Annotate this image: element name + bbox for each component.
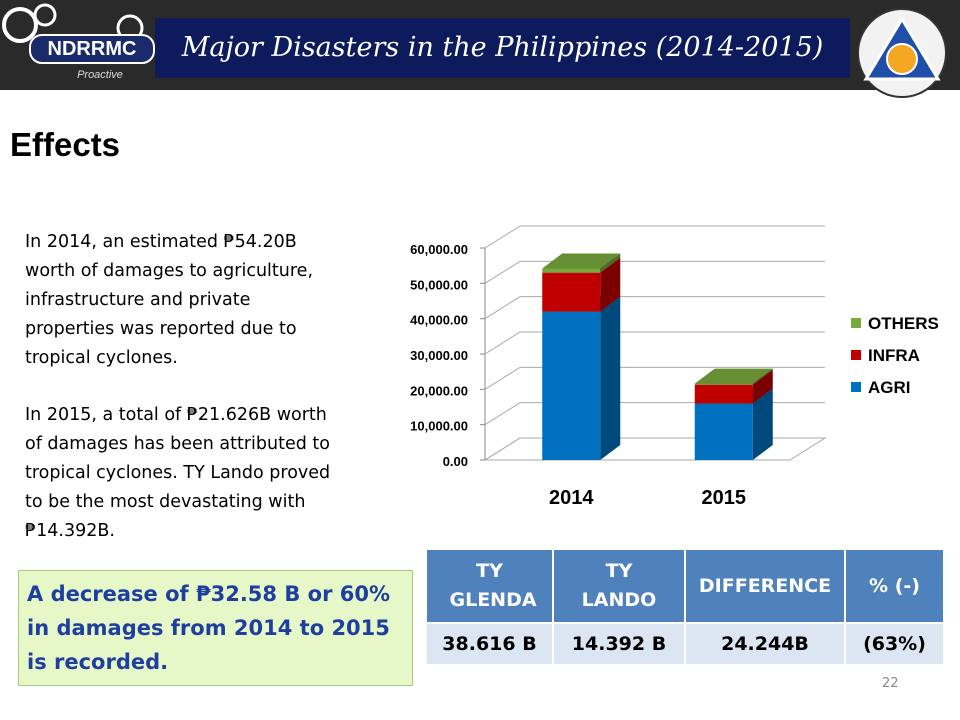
right-logo (857, 8, 947, 98)
grid-line (484, 296, 825, 320)
grid-line (484, 437, 825, 461)
y-tick-label: 50,000.00 (410, 277, 468, 292)
legend-label: INFRA (868, 346, 920, 365)
bar-side (752, 388, 773, 460)
legend-label: OTHERS (868, 314, 939, 333)
x-tick-label: 2015 (702, 487, 747, 509)
table-cell: (63%) (844, 622, 945, 666)
text-line: ₱14.392B. (25, 521, 115, 541)
bar-side (600, 296, 621, 460)
x-tick-label: 2014 (549, 487, 594, 509)
y-tick-label: 10,000.00 (410, 419, 468, 434)
bar-side (752, 368, 773, 385)
y-tick-label: 20,000.00 (410, 383, 468, 398)
text-line: tropical cyclones. TY Lando proved (25, 463, 331, 483)
y-tick-label: 40,000.00 (410, 313, 468, 328)
bar (542, 272, 601, 312)
text-line: is recorded. (27, 650, 169, 674)
table-header: TY LANDO (552, 548, 686, 624)
y-tick-label: 30,000.00 (410, 348, 468, 363)
y-tick-label: 60,000.00 (410, 242, 468, 257)
callout: A decrease of ₱32.58 B or 60% in damages … (18, 570, 413, 686)
text-line: In 2015, a total of ₱21.626B worth (25, 405, 327, 425)
text-line: In 2014, an estimated ₱54.20B (25, 232, 297, 252)
bar-side (600, 253, 621, 273)
text-line: in damages from 2014 to 2015 (27, 616, 390, 640)
paragraph: In 2014, an estimated ₱54.20B worth of da… (25, 228, 313, 373)
legend-label: AGRI (868, 378, 911, 397)
bar (542, 268, 601, 273)
grid-line (484, 260, 825, 284)
text-line: tropical cyclones. (25, 348, 178, 368)
text-line: properties was reported due to (25, 319, 297, 339)
text-line: A decrease of ₱32.58 B or 60% (27, 582, 391, 606)
logo-text: NDRRMC (48, 38, 137, 60)
bar (694, 403, 753, 460)
title: Major Disasters in the Philippines (2014… (155, 18, 850, 78)
table-header: % (-) (844, 548, 945, 624)
table: TY GLENDA TY LANDO DIFFERENCE % (-) 38.6… (425, 548, 945, 666)
table-cell: 24.244B (684, 622, 846, 666)
table-cell: 38.616 B (425, 622, 554, 666)
table-header: TY GLENDA (425, 548, 554, 624)
table-cell: 14.392 B (552, 622, 686, 666)
bar-side (752, 369, 773, 404)
left-logo: NDRRMC Proactive (2, 3, 155, 81)
y-tick-label: 0.00 (443, 454, 468, 469)
heading: Effects (10, 126, 121, 163)
legend-swatch (851, 382, 861, 392)
text-line: infrastructure and private (25, 290, 251, 310)
bar (694, 383, 753, 385)
text-line: of damages has been attributed to (25, 434, 330, 454)
table-header: DIFFERENCE (684, 548, 846, 624)
grid-line (484, 366, 825, 390)
bar-top (694, 368, 773, 384)
grid-line (484, 225, 825, 249)
bar (694, 384, 753, 404)
paragraph: In 2015, a total of ₱21.626B worth of dam… (25, 401, 330, 546)
floor (483, 437, 827, 461)
grid-line (484, 402, 825, 426)
text-line: to be the most devastating with (25, 492, 306, 512)
bar (542, 311, 601, 460)
bar-side (600, 257, 621, 312)
bar-top (542, 253, 621, 269)
legend-swatch (851, 318, 861, 328)
grid-line (484, 331, 825, 355)
page-number: 22 (882, 676, 899, 691)
chart: 0.00 10,000.00 20,000.00 30,000.00 40,000.00… (410, 225, 939, 509)
legend-swatch (851, 350, 861, 360)
logo-subtext: Proactive (77, 69, 123, 81)
text-line: worth of damages to agriculture, (25, 261, 314, 281)
